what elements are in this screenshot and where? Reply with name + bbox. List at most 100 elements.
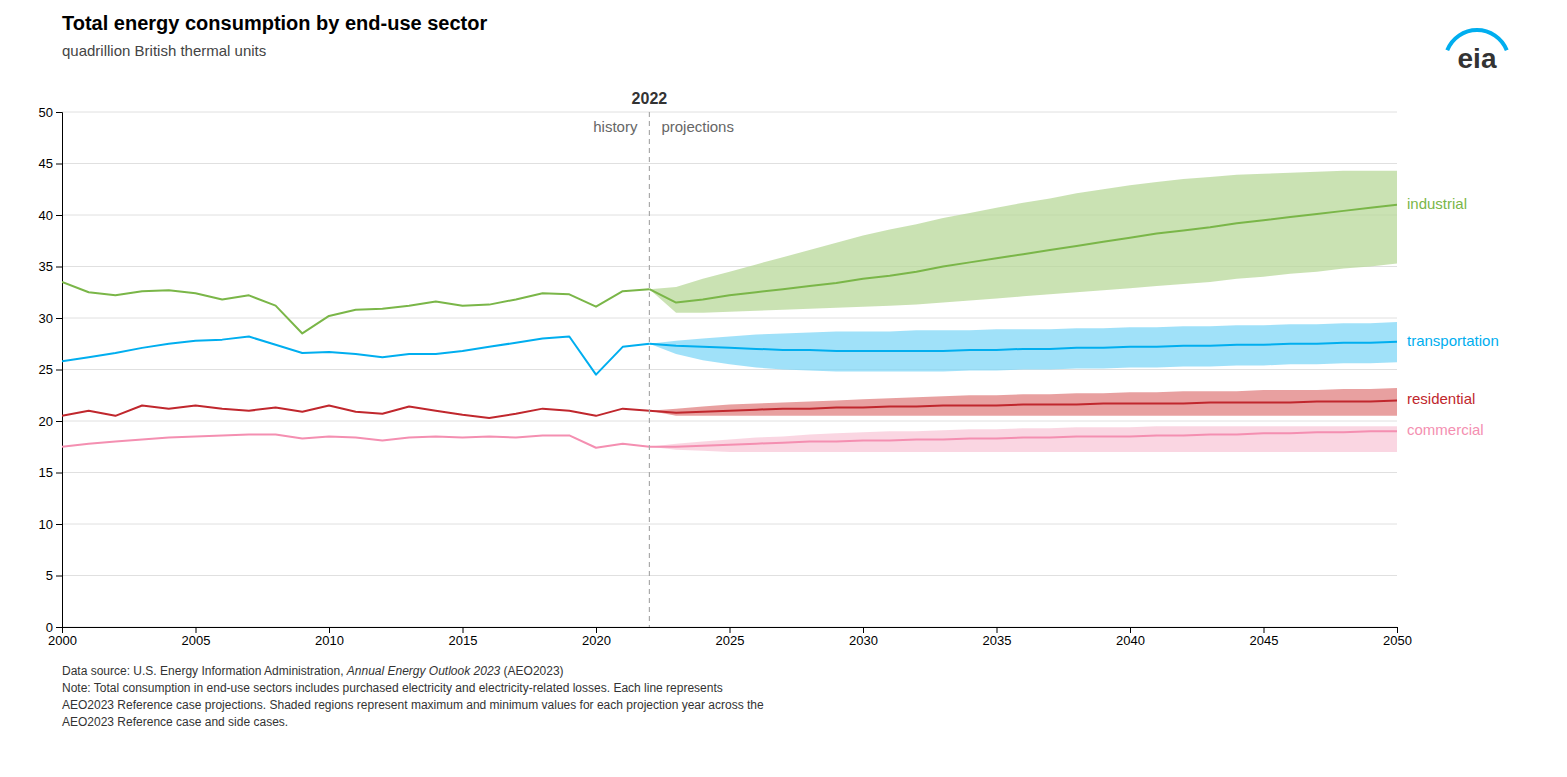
y-tick-mark: [56, 473, 62, 474]
y-tick-label: 15: [39, 465, 53, 480]
projection-band: [649, 171, 1397, 313]
y-tick-label: 40: [39, 208, 53, 223]
grid-line: [62, 524, 1397, 525]
y-tick-label: 5: [46, 568, 53, 583]
projection-band: [649, 388, 1397, 416]
x-tick-mark: [596, 627, 597, 633]
series-label: industrial: [1407, 195, 1467, 212]
y-tick: 15: [39, 465, 62, 480]
x-tick-label: 2030: [849, 633, 878, 648]
y-tick: 5: [46, 568, 62, 583]
y-tick: 50: [39, 105, 62, 120]
x-axis-line: [63, 628, 1398, 634]
y-tick-label: 50: [39, 105, 53, 120]
y-tick-label: 20: [39, 414, 53, 429]
x-tick-mark: [1264, 627, 1265, 633]
x-tick: 2050: [1383, 627, 1412, 648]
y-tick: 20: [39, 414, 62, 429]
y-tick-mark: [56, 318, 62, 319]
split-line: [649, 112, 650, 627]
marks: [62, 112, 1397, 627]
x-tick-label: 2015: [449, 633, 478, 648]
projections-label: projections: [661, 118, 734, 135]
plot: 2000200520102015202020252030203520402045…: [39, 90, 1499, 648]
y-tick-label: 30: [39, 311, 53, 326]
y-tick-mark: [56, 524, 62, 525]
series-label: residential: [1407, 390, 1475, 407]
note: AEO2023 Reference case projections. Shad…: [62, 698, 764, 712]
y-tick-mark: [56, 421, 62, 422]
note: AEO2023 Reference case and side cases.: [62, 715, 288, 729]
projection-line: [649, 205, 1397, 303]
projection-band: [649, 426, 1397, 452]
series-label: transportation: [1407, 332, 1499, 349]
y-tick-mark: [56, 164, 62, 165]
y-tick-mark: [56, 576, 62, 577]
footnotes: Data source: U.S. Energy Information Adm…: [62, 664, 764, 729]
y-tick-label: 35: [39, 259, 53, 274]
x-tick-mark: [997, 627, 998, 633]
history-line: [62, 406, 649, 418]
y-axis-line: [56, 113, 63, 628]
x-tick-label: 2050: [1383, 633, 1412, 648]
grid-line: [62, 575, 1397, 576]
y-tick-mark: [56, 267, 62, 268]
note: Note: Total consumption in end-use secto…: [62, 681, 723, 695]
history-line: [62, 282, 649, 334]
y-tick-mark: [56, 627, 62, 628]
x-tick: 2045: [1250, 627, 1279, 648]
grid-line: [62, 318, 1397, 319]
x-tick-mark: [730, 627, 731, 633]
x-tick-mark: [1130, 627, 1131, 633]
source-part: Annual Energy Outlook 2023: [346, 664, 501, 678]
grid-line: [62, 421, 1397, 422]
y-tick-label: 25: [39, 362, 53, 377]
y-tick-mark: [56, 215, 62, 216]
grid-line: [62, 369, 1397, 370]
projection-line: [649, 342, 1397, 351]
grid-line: [62, 112, 1397, 113]
x-tick: 2040: [1116, 627, 1145, 648]
grid-line: [62, 163, 1397, 164]
x-tick: 2020: [582, 627, 611, 648]
x-tick-mark: [863, 627, 864, 633]
x-tick-mark: [463, 627, 464, 633]
x-tick: 2005: [182, 627, 211, 648]
x-tick: 2010: [315, 627, 344, 648]
x-tick-label: 2045: [1250, 633, 1279, 648]
y-tick: 35: [39, 259, 62, 274]
x-tick-label: 2005: [182, 633, 211, 648]
logo: eia: [1445, 28, 1508, 74]
source-part: (AEO2023): [500, 664, 563, 678]
annotations: 2022 history projections industrial transpor…: [593, 90, 1499, 438]
y-tick: 25: [39, 362, 62, 377]
y-tick: 40: [39, 208, 62, 223]
x-axis: 2000 2005 2010 2015 2020 2025 2030 2035 2040 2045…: [48, 627, 1412, 648]
source-part: Data source: U.S. Energy Information Adm…: [62, 664, 347, 678]
x-tick-label: 2000: [48, 633, 77, 648]
x-tick-label: 2035: [983, 633, 1012, 648]
split-label: 2022: [632, 90, 668, 107]
history-line: [62, 434, 649, 447]
series-label: commercial: [1407, 421, 1484, 438]
title: Total energy consumption by end-use sect…: [62, 12, 487, 34]
x-tick: 2035: [983, 627, 1012, 648]
projection-line: [649, 400, 1397, 412]
y-tick-mark: [56, 112, 62, 113]
x-tick-label: 2010: [315, 633, 344, 648]
x-tick-mark: [196, 627, 197, 633]
x-tick-label: 2025: [716, 633, 745, 648]
x-tick-mark: [1397, 627, 1398, 633]
y-tick: 0: [46, 620, 62, 635]
x-tick: 2025: [716, 627, 745, 648]
source: Data source: U.S. Energy Information Adm…: [62, 664, 564, 678]
y-tick: 30: [39, 311, 62, 326]
logo-text: eia: [1458, 43, 1497, 74]
y-tick: 10: [39, 517, 62, 532]
history-label: history: [593, 118, 638, 135]
x-tick-label: 2020: [582, 633, 611, 648]
projection-band: [649, 322, 1397, 371]
y-tick-label: 10: [39, 517, 53, 532]
history-line: [62, 337, 649, 375]
grid-line: [62, 472, 1397, 473]
